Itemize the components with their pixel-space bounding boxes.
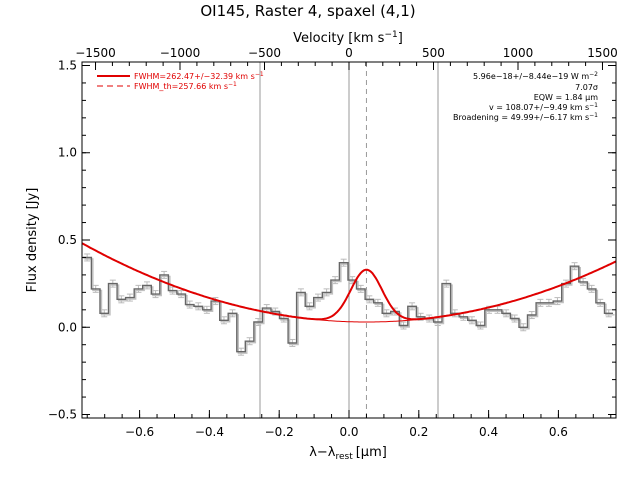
x-tick-label: 0.0 [339, 425, 358, 439]
y-tick-label: 0.0 [58, 320, 77, 334]
annotation-velocity: v = 108.07+/−9.49 km s−1 [489, 102, 598, 112]
top-tick-label: −1000 [160, 46, 201, 60]
continuum-line [245, 307, 460, 323]
annotation-significance: 7.07σ [575, 83, 598, 92]
top-tick-label: −1500 [75, 46, 116, 60]
annotation-line-flux: 5.96e−18+/−8.44e−19 W m−2 [473, 71, 598, 81]
spectrum-line [82, 256, 613, 353]
annotation-eqw: EQW = 1.84 μm [534, 93, 598, 102]
y-tick-label: 1.5 [58, 58, 77, 72]
legend: FWHM=262.47+/−32.39 km s−1 FWHM_th=257.6… [97, 71, 264, 91]
y-tick-label: 1.0 [58, 146, 77, 160]
annotation-broadening: Broadening = 49.99+/−6.17 km s−1 [453, 112, 598, 122]
legend-label-fwhm-th: FWHM_th=257.66 km s−1 [134, 81, 237, 91]
legend-label-fwhm: FWHM=262.47+/−32.39 km s−1 [134, 71, 264, 81]
x-tick-label: −0.2 [265, 425, 294, 439]
top-tick-label: 0 [345, 46, 353, 60]
x-tick-label: −0.4 [195, 425, 224, 439]
x-tick-label: 0.2 [409, 425, 428, 439]
top-axis-label: Velocity [km s−1] [293, 30, 403, 46]
fit-line [81, 242, 617, 321]
top-tick-label: −500 [248, 46, 281, 60]
top-tick-label: 500 [422, 46, 445, 60]
x-axis-label: λ−λrest [μm] [309, 445, 387, 462]
top-tick-label: 1000 [503, 46, 534, 60]
top-tick-label: 1500 [587, 46, 618, 60]
y-tick-label: 0.5 [58, 233, 77, 247]
fit-annotations: 5.96e−18+/−8.44e−19 W m−2 7.07σ EQW = 1.… [453, 71, 598, 122]
chart-title: OI145, Raster 4, spaxel (4,1) [200, 2, 415, 20]
x-tick-label: −0.6 [125, 425, 154, 439]
x-tick-label: 0.6 [549, 425, 568, 439]
y-axis-label: Flux density [Jy] [25, 188, 40, 293]
x-tick-label: 0.4 [479, 425, 498, 439]
axis-ticks: −0.6 −0.4 −0.2 0.0 0.2 0.4 0.6 −0.5 0.0 0.5 1.0 1.5… [48, 46, 618, 439]
y-tick-label: −0.5 [48, 408, 77, 422]
reference-lines [259, 62, 439, 418]
